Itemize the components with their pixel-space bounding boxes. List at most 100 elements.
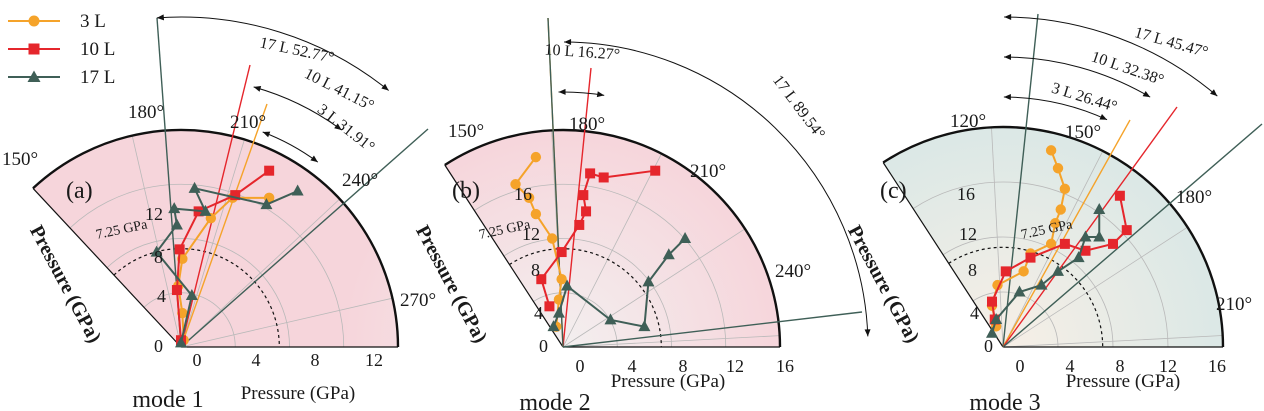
angle-tick-label: 210° — [1216, 294, 1252, 315]
data-point — [171, 285, 182, 296]
data-point — [552, 306, 565, 318]
data-point — [530, 151, 542, 163]
angle-tick-label: 180° — [128, 102, 164, 123]
angle-measure-arc — [1003, 96, 1108, 121]
data-point — [561, 279, 574, 291]
panel-label: (c) — [880, 178, 907, 204]
x-tick-label: 8 — [679, 356, 688, 376]
data-point — [260, 198, 273, 210]
radial-tick-label: 12 — [522, 224, 540, 244]
outer-arc — [444, 128, 782, 348]
data-point — [556, 247, 567, 258]
arrowhead — [1004, 14, 1012, 21]
grid-spoke — [180, 139, 245, 348]
data-point — [1093, 230, 1106, 242]
angle-line — [1002, 123, 1263, 348]
threshold-arc — [948, 246, 1104, 348]
angle-tick-label: 120° — [950, 111, 986, 132]
angle-tick-label: 210° — [690, 161, 726, 182]
data-point — [1050, 218, 1061, 229]
grid-spoke — [562, 335, 780, 348]
data-point — [1059, 183, 1071, 195]
data-point — [598, 172, 609, 183]
data-point — [604, 313, 617, 325]
arrowhead — [564, 39, 572, 46]
angle-line — [180, 128, 429, 348]
angle-measure-arc — [156, 16, 389, 91]
angle-tick-label: 150° — [448, 121, 484, 142]
outer-arc — [882, 125, 1225, 348]
data-point — [574, 219, 585, 230]
radial-tick-label: 4 — [534, 303, 543, 323]
radial-tick-label: 4 — [157, 286, 166, 306]
arrowhead — [253, 85, 262, 92]
legend: 3 L 10 L 17 L — [8, 11, 115, 88]
data-point — [679, 232, 692, 243]
panel-label: (b) — [452, 178, 480, 204]
data-point — [1108, 238, 1118, 249]
arrowhead — [1210, 89, 1218, 97]
arrowhead — [1003, 94, 1011, 101]
arrowhead — [1142, 90, 1151, 98]
x-tick-label: 12 — [365, 350, 383, 370]
x-axis-label: Pressure (GPa) — [611, 371, 726, 392]
radial-axis — [444, 164, 564, 348]
data-point — [188, 181, 201, 193]
grid-spoke — [562, 153, 662, 348]
x-tick-label: 8 — [1116, 356, 1125, 376]
angle-measure-label: 10 L 32.38° — [1089, 48, 1166, 89]
angle-measure-label: 17 L 52.77° — [258, 34, 335, 66]
data-point — [581, 206, 592, 217]
legend-label-17l: 17 L — [80, 67, 115, 88]
angle-line — [1002, 106, 1178, 348]
grid-spoke — [180, 297, 393, 348]
radial-tick-label: 0 — [539, 336, 548, 356]
angle-tick-label: 180° — [569, 114, 605, 135]
arrowhead — [262, 131, 271, 138]
grid-spoke — [180, 198, 340, 348]
data-point — [1093, 203, 1106, 214]
grid-spoke — [131, 135, 182, 348]
threshold-arc — [509, 248, 662, 348]
data-point — [662, 248, 675, 260]
data-point — [990, 313, 1003, 324]
data-point — [1079, 230, 1092, 242]
x-tick-label: 16 — [1208, 356, 1226, 376]
outer-arc — [32, 128, 400, 348]
data-point — [510, 179, 521, 190]
data-point — [642, 275, 655, 287]
panel-caption: mode 3 — [969, 390, 1040, 411]
data-point — [170, 218, 183, 230]
x-tick-label: 12 — [1159, 356, 1177, 376]
data-point — [1059, 238, 1070, 249]
angle-tick-label: 270° — [400, 290, 436, 311]
angle-line — [562, 311, 863, 348]
arrowhead — [1099, 114, 1108, 120]
radial-tick-label: 0 — [154, 336, 163, 356]
angle-line — [1002, 13, 1039, 348]
x-axis-label: Pressure (GPa) — [241, 383, 356, 404]
angle-line — [562, 67, 592, 348]
data-point — [1114, 190, 1125, 201]
angle-measure-arc — [253, 86, 342, 131]
angle-measure-arc — [1004, 16, 1218, 97]
radial-tick-label: 12 — [145, 204, 163, 224]
data-point — [1072, 251, 1085, 263]
x-axis-label: Pressure (GPa) — [1066, 371, 1181, 392]
radial-axis — [882, 162, 1004, 348]
grid-spoke — [1002, 335, 1223, 348]
data-point — [650, 165, 661, 176]
grid-circle — [942, 236, 1114, 348]
radial-tick-label: 8 — [968, 260, 977, 280]
radial-tick-label: 12 — [959, 224, 977, 244]
data-point — [1045, 145, 1057, 156]
data-point — [175, 336, 187, 348]
data-point — [986, 326, 998, 338]
grid-circle — [503, 238, 672, 348]
angle-measure-arc — [564, 41, 869, 337]
arrowhead — [596, 91, 605, 98]
arrowhead — [334, 123, 342, 130]
x-tick-label: 0 — [1016, 356, 1025, 376]
data-point — [530, 208, 542, 220]
